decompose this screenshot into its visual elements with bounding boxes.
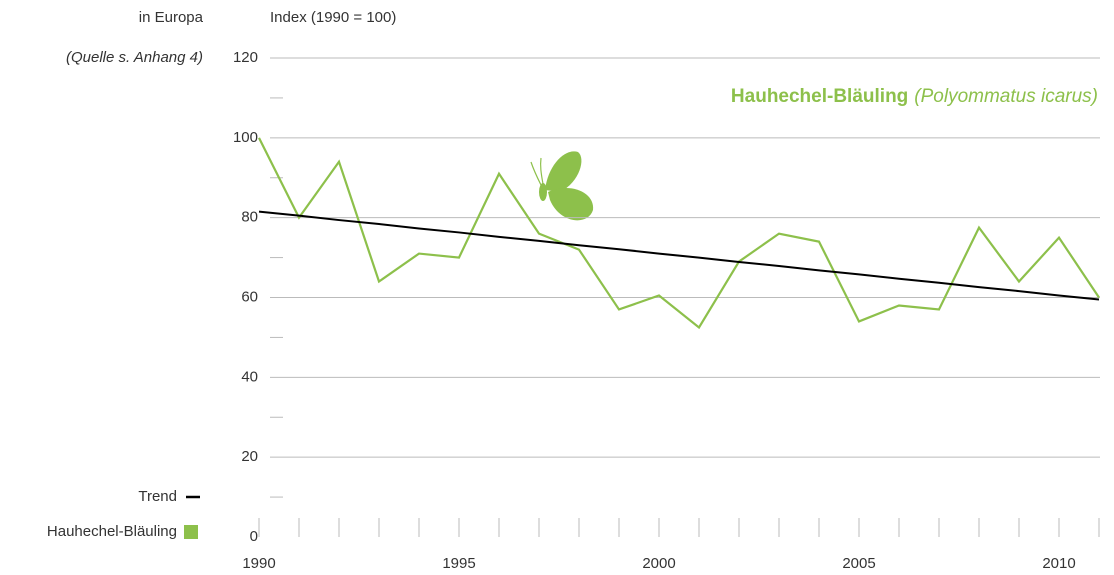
y-tick-label: 100 (233, 129, 258, 146)
x-tick-label: 1990 (242, 555, 275, 572)
y-tick-label: 80 (241, 209, 258, 226)
title-latin: (Polyommatus icarus) (914, 86, 1098, 107)
legend-swatch (184, 525, 198, 539)
y-tick-label: 40 (241, 368, 258, 385)
x-tick-label: 2010 (1042, 555, 1075, 572)
series-line (258, 137, 1100, 330)
butterfly-icon (530, 151, 594, 221)
series-line (258, 210, 1100, 301)
y-tick-label: 20 (241, 448, 258, 465)
region-label: in Europa (139, 9, 204, 26)
legend-label: Hauhechel-Bläuling (47, 523, 177, 540)
legend-label: Trend (138, 488, 177, 505)
source-label: (Quelle s. Anhang 4) (66, 49, 203, 66)
x-tick-label: 2000 (642, 555, 675, 572)
y-tick-label: 60 (241, 288, 258, 305)
y-tick-label: 0 (250, 528, 258, 545)
x-tick-label: 2005 (842, 555, 875, 572)
y-axis-label: Index (1990 = 100) (270, 9, 396, 26)
y-tick-label: 120 (233, 49, 258, 66)
title-name: Hauhechel-Bläuling (731, 86, 908, 107)
x-tick-label: 1995 (442, 555, 475, 572)
chart-title: Hauhechel-Bläuling (Polyommatus icarus) (731, 86, 1098, 107)
